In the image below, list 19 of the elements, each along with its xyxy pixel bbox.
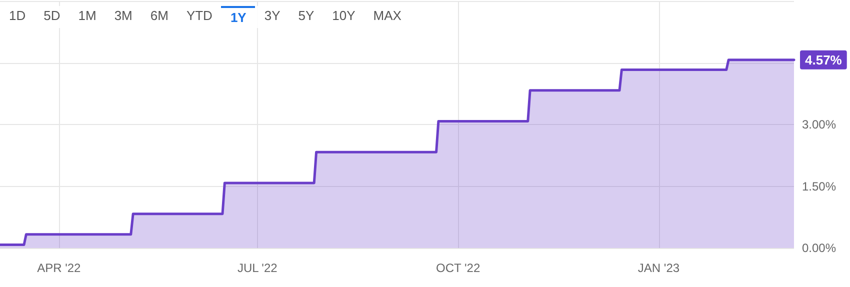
annotation: 1M xyxy=(77,7,98,25)
annotation: YTD xyxy=(185,7,214,25)
annotation: 5D xyxy=(42,7,62,25)
y-tick-label: 3.00% xyxy=(802,118,836,132)
x-tick-label: OCT '22 xyxy=(436,261,480,275)
annotation: 1D xyxy=(8,7,27,25)
annotation: 5Y xyxy=(297,7,316,25)
annotation: 10Y xyxy=(331,7,356,25)
annotation: MAX xyxy=(372,7,402,25)
x-tick-label: APR '22 xyxy=(37,261,82,275)
annotation: 1Y xyxy=(221,6,256,28)
annotation: 6M xyxy=(149,7,170,25)
annotation: 3Y xyxy=(263,7,282,25)
data-label: 4.57% xyxy=(805,52,842,68)
annotation: 3M xyxy=(113,7,134,25)
y-tick-label: 0.00% xyxy=(802,241,836,255)
y-tick-label: 1.50% xyxy=(802,179,836,194)
x-tick-label: JUL '22 xyxy=(237,261,278,275)
x-tick-label: JAN '23 xyxy=(638,261,680,275)
